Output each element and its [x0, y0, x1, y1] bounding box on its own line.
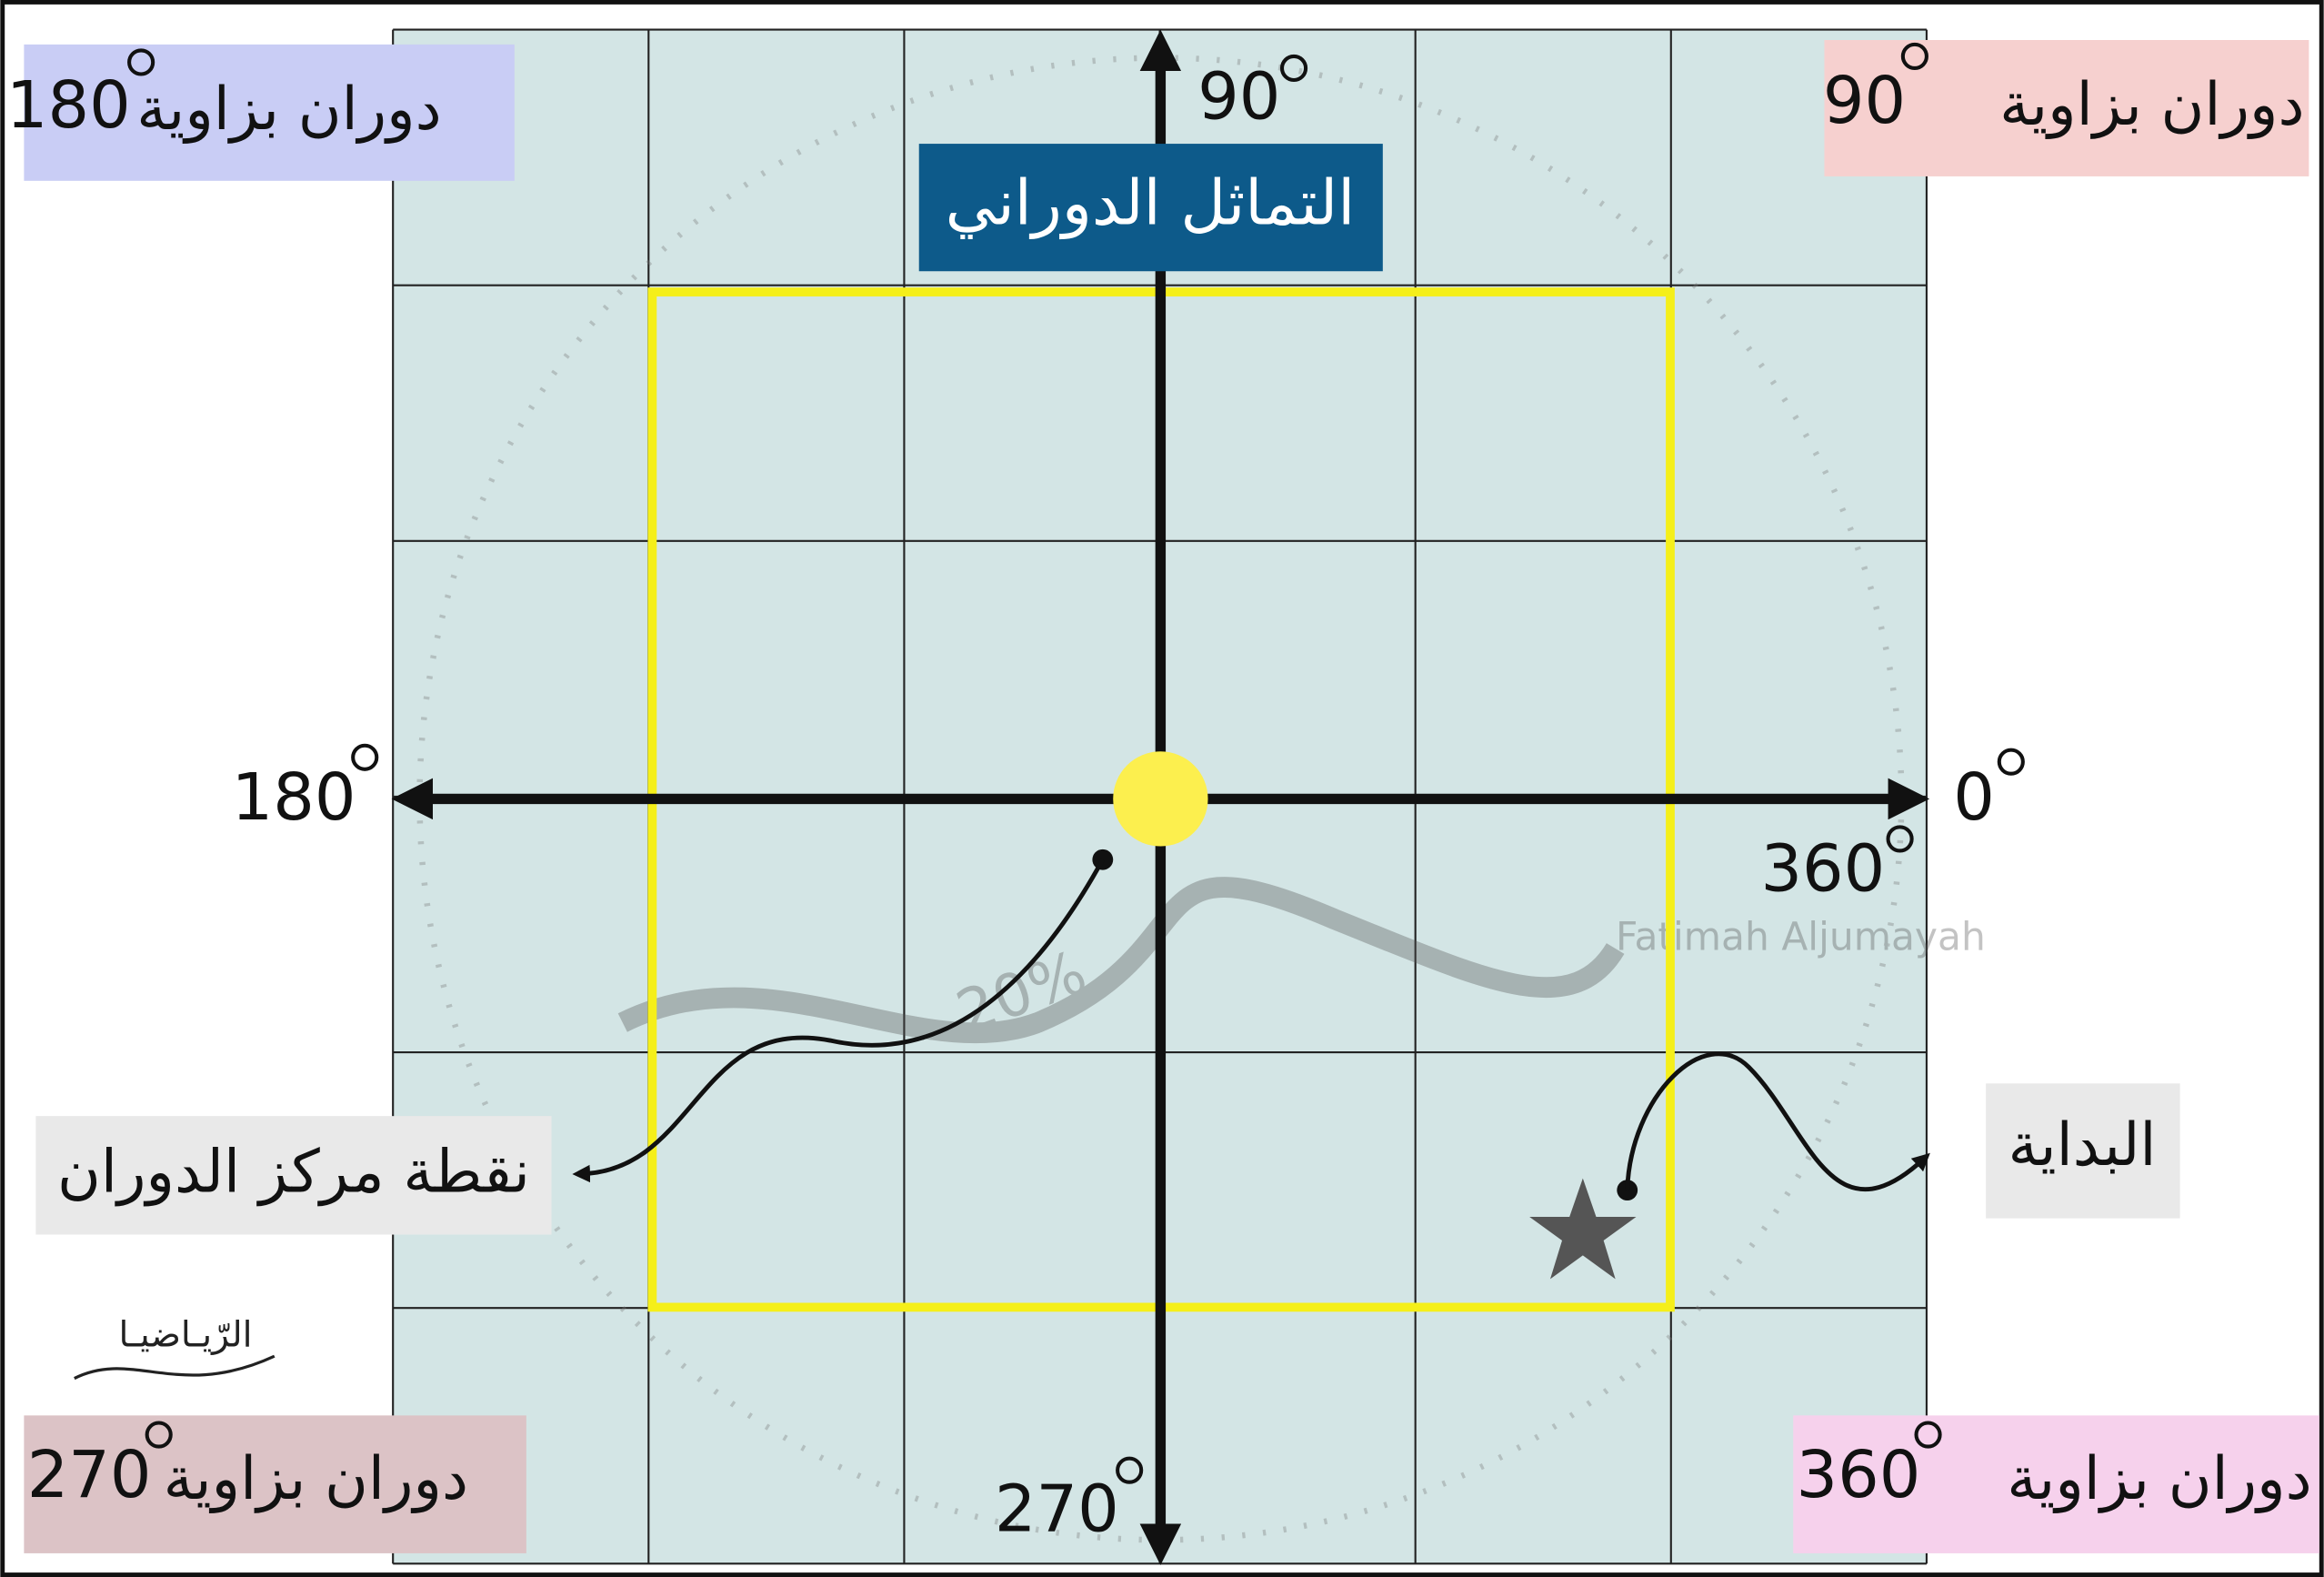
axis-label: 90	[1197, 57, 1280, 134]
axis-label: 180	[232, 758, 356, 835]
axis-label: 270	[995, 1470, 1119, 1546]
corner-text: دوران بزاوية	[164, 1444, 468, 1513]
corner-text: دوران بزاوية	[136, 75, 441, 144]
rotation-center	[1113, 751, 1207, 846]
page: {"title": "التماثل الدوراني", "corner_la…	[0, 0, 2324, 1577]
axis-label: 360	[1760, 829, 1885, 906]
corner-text: دوران بزاوية	[1999, 70, 2304, 139]
axis-label: 0	[1953, 758, 1995, 835]
corner-angle: 90	[1823, 62, 1906, 138]
start-label: البداية	[2008, 1110, 2157, 1180]
center-label: نقطة مركز الدوران	[57, 1137, 530, 1206]
title: التماثل الدوراني	[946, 167, 1356, 240]
corner-angle: 180	[6, 66, 131, 143]
corner-text: دوران بزاوية	[2007, 1444, 2311, 1513]
corner-angle: 360	[1797, 1436, 1921, 1512]
logo: الرّيـاضيـا	[119, 1314, 253, 1355]
diagram: Fatimah Aljumayah 20% التماثل الدوراني 9…	[0, 0, 2324, 1577]
corner-angle: 270	[27, 1436, 152, 1512]
